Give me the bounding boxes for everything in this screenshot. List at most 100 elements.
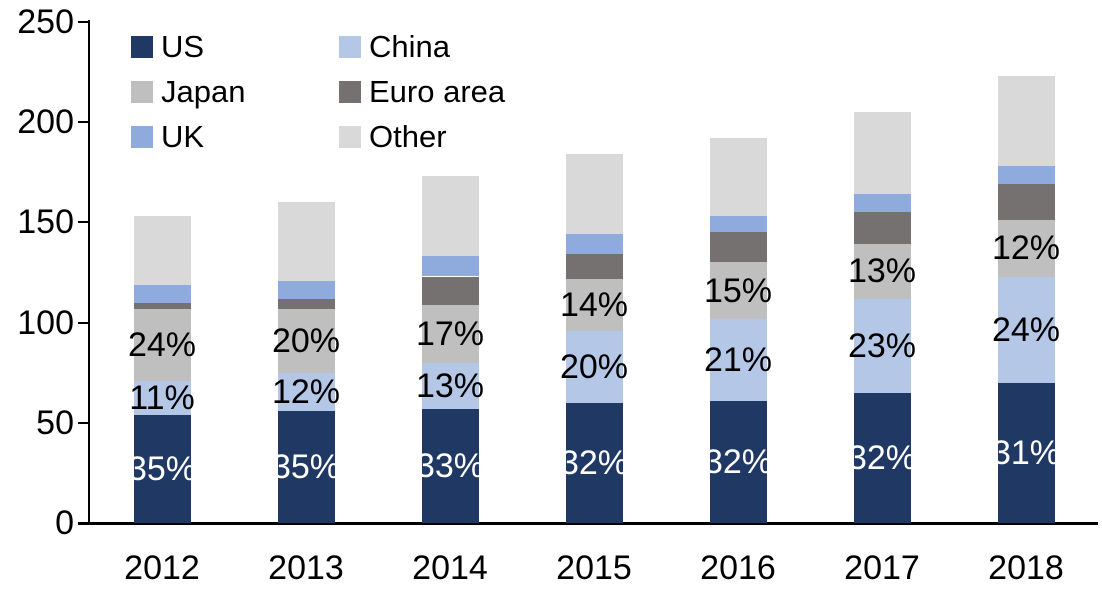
legend-swatch-icon — [131, 80, 153, 103]
segment-euro-area — [565, 254, 623, 279]
segment-label-japan: 17% — [415, 314, 485, 353]
y-tick-mark — [78, 421, 88, 424]
segment-label-japan: 12% — [991, 229, 1061, 268]
legend-label: UK — [161, 118, 205, 154]
segment-japan — [709, 262, 767, 319]
legend-swatch-icon — [131, 125, 153, 148]
legend-label: Euro area — [369, 73, 506, 109]
x-tick-label-2016: 2016 — [700, 549, 776, 587]
y-tick-label: 50 — [36, 403, 74, 442]
segment-china — [277, 372, 335, 411]
segment-china — [853, 298, 911, 393]
segment-china — [709, 318, 767, 401]
segment-label-china: 24% — [991, 310, 1061, 349]
y-tick-label: 250 — [17, 3, 74, 41]
legend-label: China — [369, 28, 450, 64]
segment-uk — [133, 284, 191, 303]
segment-uk — [997, 166, 1055, 185]
legend-item-us: US — [131, 24, 339, 69]
segment-japan — [421, 304, 479, 363]
y-tick-label: 100 — [17, 303, 74, 342]
segment-japan — [853, 244, 911, 299]
segment-other — [853, 112, 911, 195]
segment-label-china: 23% — [847, 326, 917, 365]
legend-item-euro-area: Euro area — [339, 69, 599, 114]
segment-euro-area — [997, 184, 1055, 221]
segment-label-us: 35% — [127, 449, 197, 488]
segment-label-china: 11% — [129, 378, 195, 417]
segment-euro-area — [133, 302, 191, 309]
segment-us — [709, 400, 767, 523]
y-tick-mark — [78, 522, 88, 524]
legend-label: Japan — [161, 73, 246, 109]
legend-swatch-icon — [339, 80, 361, 103]
segment-label-japan: 13% — [847, 252, 917, 291]
segment-china — [133, 380, 191, 415]
segment-japan — [133, 308, 191, 381]
segment-us — [421, 408, 479, 523]
legend-item-china: China — [339, 24, 599, 69]
legend-item-other: Other — [339, 114, 599, 159]
segment-uk — [565, 234, 623, 255]
segment-label-us: 35% — [271, 447, 341, 486]
segment-other — [421, 176, 479, 257]
segment-uk — [421, 256, 479, 277]
segment-us — [853, 392, 911, 523]
segment-uk — [277, 280, 335, 299]
segment-us — [565, 402, 623, 523]
segment-us — [133, 414, 191, 523]
y-tick-mark — [78, 221, 88, 224]
x-tick-label-2013: 2013 — [268, 549, 344, 587]
segment-other — [997, 76, 1055, 167]
segment-japan — [277, 308, 335, 373]
segment-china — [421, 362, 479, 409]
segment-label-japan: 14% — [559, 285, 629, 324]
segment-label-japan: 15% — [703, 271, 773, 310]
segment-japan — [997, 220, 1055, 277]
segment-other — [565, 154, 623, 235]
segment-euro-area — [277, 298, 335, 309]
segment-other — [277, 202, 335, 281]
segment-other — [133, 216, 191, 285]
legend: US China Japan Euro area UK Other — [131, 24, 599, 159]
segment-label-us: 31% — [991, 433, 1061, 472]
legend-label: US — [161, 28, 205, 64]
segment-china — [997, 276, 1055, 383]
segment-uk — [709, 216, 767, 233]
segment-label-us: 32% — [559, 443, 629, 482]
segment-us — [997, 382, 1055, 523]
segment-euro-area — [709, 232, 767, 263]
legend-swatch-icon — [339, 125, 361, 148]
segment-label-japan: 20% — [271, 321, 341, 360]
segment-label-china: 13% — [415, 366, 485, 405]
segment-japan — [565, 278, 623, 331]
segment-euro-area — [421, 276, 479, 305]
segment-label-china: 12% — [271, 372, 341, 411]
segment-label-us: 32% — [847, 438, 917, 477]
x-axis-line — [78, 522, 1098, 525]
x-tick-label-2018: 2018 — [988, 549, 1064, 587]
legend-swatch-icon — [339, 35, 361, 58]
segment-label-china: 20% — [559, 347, 629, 386]
x-tick-label-2012: 2012 — [124, 549, 200, 587]
segment-other — [709, 138, 767, 217]
segment-label-us: 32% — [703, 442, 773, 481]
segment-uk — [853, 194, 911, 213]
segment-euro-area — [853, 212, 911, 245]
y-tick-mark — [78, 121, 88, 124]
legend-label: Other — [369, 118, 447, 154]
legend-swatch-icon — [131, 35, 153, 58]
segment-label-japan: 24% — [127, 325, 197, 364]
segment-label-china: 21% — [703, 340, 773, 379]
y-tick-label: 0 — [55, 504, 74, 542]
y-tick-label: 200 — [17, 103, 74, 142]
y-axis-line — [88, 20, 90, 524]
x-tick-label-2017: 2017 — [844, 549, 920, 587]
segment-label-us: 33% — [415, 446, 485, 485]
x-tick-label-2014: 2014 — [412, 549, 488, 587]
y-tick-mark — [78, 321, 88, 324]
legend-item-uk: UK — [131, 114, 339, 159]
legend-item-japan: Japan — [131, 69, 339, 114]
y-tick-label: 150 — [17, 203, 74, 242]
